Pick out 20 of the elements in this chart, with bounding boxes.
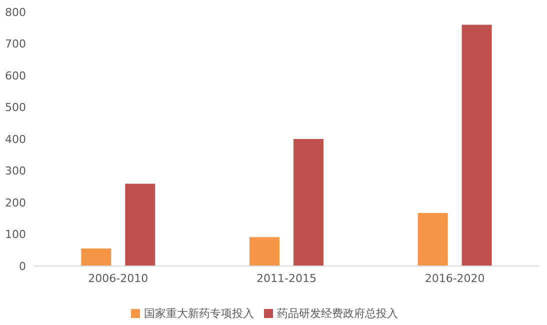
bar bbox=[293, 139, 324, 266]
bar bbox=[462, 24, 492, 266]
y-tick-label: 800 bbox=[5, 6, 26, 19]
x-tick-label: 2016-2020 bbox=[424, 272, 485, 285]
legend-label: 国家重大新药专项投入 bbox=[144, 307, 254, 320]
bar bbox=[125, 184, 156, 266]
y-tick-label: 700 bbox=[5, 38, 26, 51]
y-tick-label: 200 bbox=[5, 196, 26, 210]
y-tick-label: 0 bbox=[19, 260, 26, 273]
x-tick-label: 2006-2010 bbox=[88, 272, 148, 285]
y-tick-label: 400 bbox=[5, 132, 26, 146]
y-tick-label: 500 bbox=[5, 101, 26, 114]
x-tick-label: 2011-2015 bbox=[256, 272, 316, 285]
bar bbox=[418, 212, 448, 266]
y-tick-label: 600 bbox=[5, 69, 26, 82]
bar bbox=[81, 248, 112, 266]
y-tick-label: 300 bbox=[5, 164, 26, 178]
bar bbox=[249, 237, 280, 266]
legend-label: 药品研发经费政府总投入 bbox=[277, 307, 398, 320]
y-tick-label: 100 bbox=[5, 228, 26, 242]
